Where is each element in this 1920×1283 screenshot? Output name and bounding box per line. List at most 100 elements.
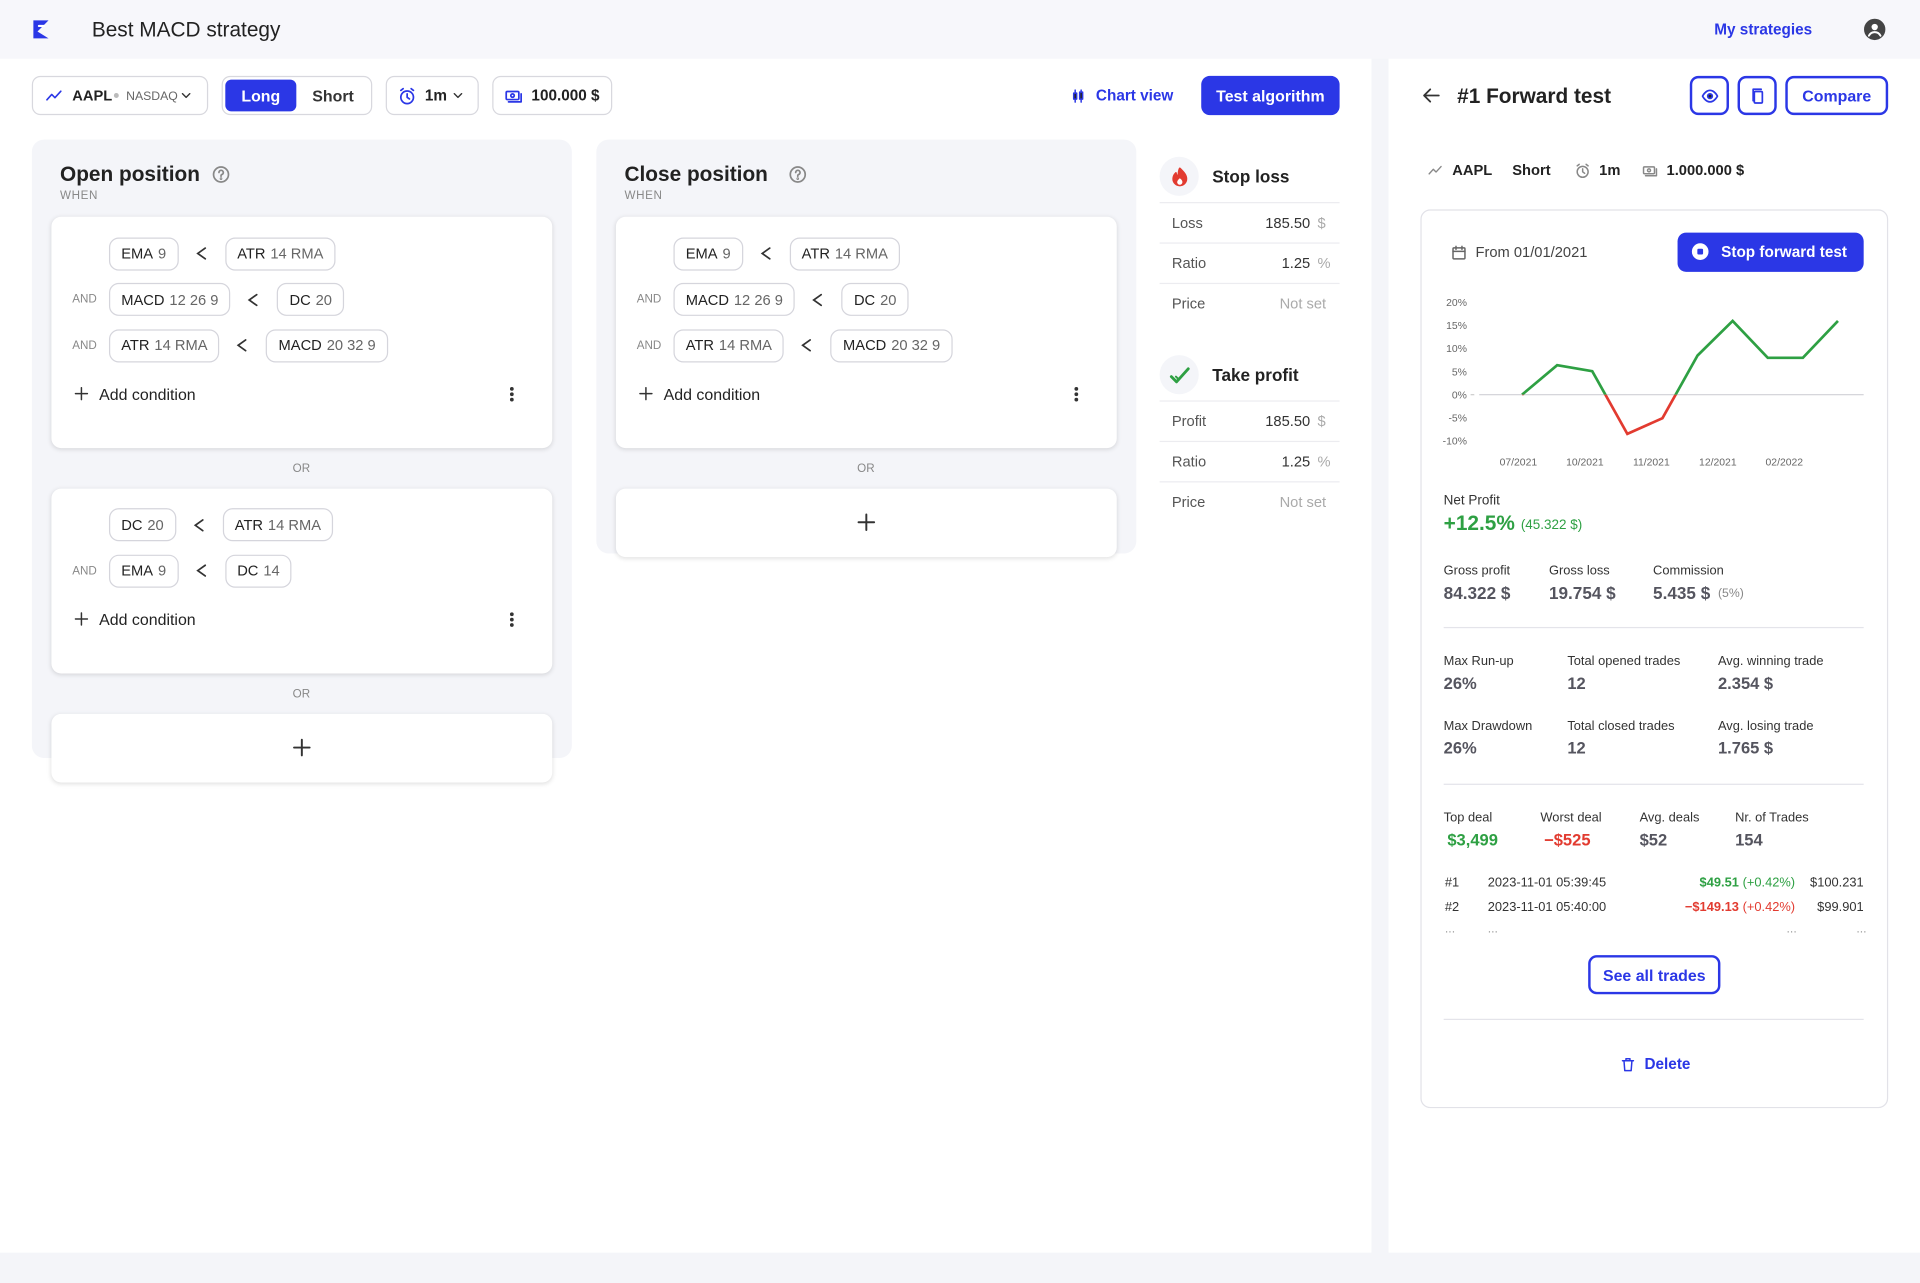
indicator-chip[interactable]: DC 20 [277, 282, 345, 316]
icon-part [504, 90, 520, 100]
icon-part [1423, 88, 1440, 103]
stat-value: $52 [1639, 830, 1668, 850]
icon-part [507, 92, 522, 103]
icon-part [1575, 162, 1589, 178]
stat-value: 5.435 $ [1653, 582, 1711, 603]
ellipsis: ... [1786, 922, 1797, 937]
compare-button[interactable]: Compare [1785, 75, 1889, 116]
ellipsis: ... [1856, 922, 1867, 937]
icon-part [1451, 246, 1466, 259]
and-label: AND [636, 338, 662, 353]
chart-view[interactable]: Chart view [1095, 86, 1174, 105]
indicator-params: 20 [315, 290, 332, 308]
operator [795, 291, 842, 308]
icon-part [1864, 18, 1886, 41]
icon-part [509, 611, 514, 627]
symbol-select[interactable] [31, 75, 209, 116]
row-value: 185.50 [1265, 214, 1311, 232]
stat-value: 154 [1735, 830, 1763, 850]
indicator-name: MACD [278, 336, 322, 354]
condition-card: DC 20 ATR 14 RMA AND EMA 9 DC 14 Add condition [51, 487, 553, 673]
icon-part [195, 247, 206, 260]
and-label: AND [72, 563, 97, 578]
icon-part [1701, 88, 1718, 103]
icon-part [1642, 165, 1657, 176]
interval: 1m [1599, 161, 1621, 179]
icon-part [1644, 167, 1657, 176]
see-all-button[interactable]: See all trades [1588, 955, 1721, 995]
icon-part [509, 611, 514, 616]
icon-part [1642, 165, 1655, 174]
back-button[interactable] [1422, 86, 1442, 106]
page-title: Best MACD strategy [91, 18, 281, 42]
indicator-chip[interactable]: ATR 14 RMA [673, 328, 785, 362]
long-option[interactable]: Long [225, 79, 297, 112]
condition-row: AND EMA 9 DC 14 [51, 553, 552, 588]
icon-part [1423, 88, 1440, 103]
indicator-chip[interactable]: MACD 20 32 9 [830, 328, 953, 362]
nav-link[interactable]: My strategies [1714, 20, 1813, 38]
indicator-chip[interactable]: EMA 9 [108, 554, 179, 588]
stat-label: Commission [1653, 563, 1724, 578]
short-option[interactable]: Short [312, 86, 354, 105]
icon-part [796, 176, 799, 180]
indicator-chip[interactable]: ATR 14 RMA [789, 236, 901, 270]
indicator-chip[interactable]: EMA 9 [673, 236, 743, 270]
delete-button[interactable]: Delete [1644, 1055, 1691, 1073]
row-label: Ratio [1171, 453, 1207, 471]
indicator-name: DC [289, 290, 311, 308]
icon-part [1621, 1057, 1634, 1071]
indicator-name: ATR [121, 336, 150, 354]
icon-part [1074, 391, 1079, 396]
indicator-chip[interactable]: EMA 9 [108, 236, 179, 270]
stat-label: Max Drawdown [1443, 718, 1533, 734]
icon-part [46, 90, 62, 101]
result-card [1420, 209, 1889, 1109]
row-value: 1.25 [1281, 254, 1311, 272]
indicator-chip[interactable]: DC 14 [224, 554, 292, 588]
separator [1159, 242, 1340, 244]
add-group[interactable] [51, 713, 553, 782]
clock-icon [1574, 162, 1590, 178]
ellipsis: ... [1444, 922, 1456, 937]
logo [31, 18, 53, 40]
copy-button[interactable] [1737, 75, 1777, 116]
icon-part [248, 293, 259, 306]
interval-select[interactable] [385, 75, 479, 116]
icon-part [1696, 248, 1703, 254]
indicator-chip[interactable]: ATR 14 RMA [108, 328, 220, 362]
icon-part [1451, 245, 1466, 252]
add-condition[interactable]: Add condition [99, 384, 196, 403]
ellipsis: ... [1487, 922, 1498, 937]
indicator-chip[interactable]: DC 20 [841, 282, 909, 316]
cash-icon [504, 86, 522, 104]
help-icon [212, 165, 230, 183]
indicator-params: 14 RMA [834, 244, 888, 263]
indicator-chip[interactable]: MACD 12 26 9 [673, 282, 796, 316]
indicator-chip[interactable]: ATR 14 RMA [222, 508, 334, 542]
pnl-pct: (+0.42%) [1742, 900, 1796, 915]
indicator-name: MACD [685, 290, 729, 308]
condition-row: DC 20 ATR 14 RMA [51, 508, 552, 542]
add-condition[interactable]: Add condition [99, 609, 196, 629]
indicator-name: EMA [685, 244, 718, 263]
icon-part [1078, 90, 1083, 100]
indicator-chip[interactable]: DC 20 [108, 508, 176, 542]
stop-button[interactable]: Stop forward test [1677, 232, 1864, 272]
interval: 1m [424, 86, 448, 105]
test-button[interactable]: Test algorithm [1201, 75, 1340, 116]
view-button[interactable] [1689, 75, 1729, 116]
chart-view-icon [1070, 88, 1086, 104]
capital-field[interactable] [492, 75, 613, 116]
stat-label: Total closed trades [1567, 718, 1675, 734]
row-unit: $ [1317, 214, 1326, 232]
separator [1443, 783, 1864, 785]
separator [1159, 481, 1340, 483]
icon-part [33, 20, 49, 39]
indicator-chip[interactable]: MACD 20 32 9 [266, 328, 388, 362]
add-condition[interactable]: Add condition [663, 384, 761, 403]
icon-part [237, 339, 248, 352]
indicator-chip[interactable]: ATR 14 RMA [224, 236, 336, 270]
add-group[interactable] [615, 487, 1117, 557]
indicator-chip[interactable]: MACD 12 26 9 [108, 282, 231, 316]
